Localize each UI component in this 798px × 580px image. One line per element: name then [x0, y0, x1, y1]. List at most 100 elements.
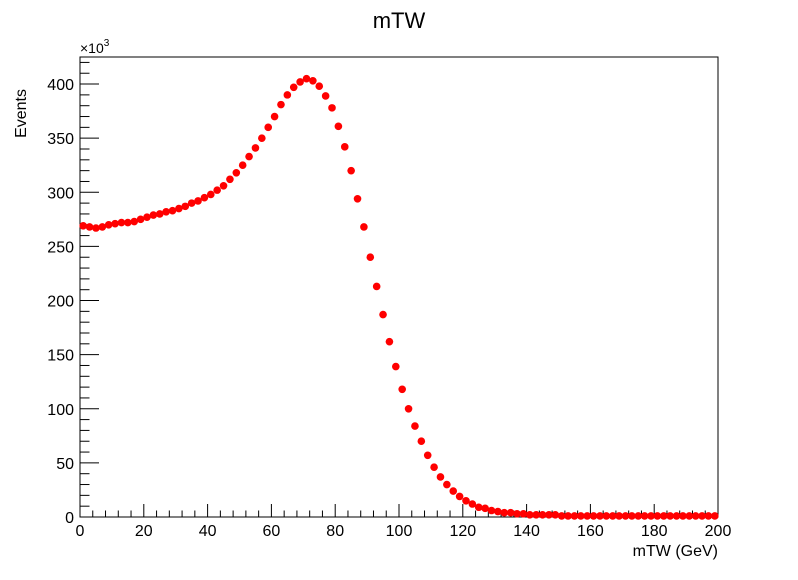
data-point [411, 422, 419, 430]
x-tick-label: 80 [326, 523, 344, 540]
data-point [589, 512, 598, 520]
data-point [136, 215, 145, 224]
x-tick-label: 20 [135, 523, 153, 540]
data-point [283, 91, 292, 99]
data-point [647, 512, 655, 520]
data-point [634, 512, 643, 520]
data-point [149, 211, 158, 219]
data-point [417, 437, 426, 446]
data-point [206, 190, 215, 199]
data-point [124, 218, 132, 227]
data-point [666, 512, 674, 520]
y-axis-multiplier-exponent: 3 [104, 38, 110, 49]
data-point [462, 496, 470, 505]
data-point [551, 511, 560, 519]
x-tick-label: 200 [705, 523, 732, 540]
data-point [200, 193, 209, 202]
data-point [264, 123, 273, 132]
data-point [143, 213, 151, 221]
data-point [538, 511, 547, 519]
data-point [277, 100, 285, 109]
data-point [328, 104, 336, 112]
data-point [162, 207, 170, 216]
data-point [85, 223, 94, 231]
x-axis-ticks: 0 20 40 60 80 100 120 140 160 180 200 [76, 504, 732, 540]
data-point [583, 512, 592, 520]
data-point [679, 512, 687, 520]
x-tick-label: 100 [386, 523, 413, 540]
data-point [691, 512, 700, 520]
data-point [532, 511, 540, 519]
y-tick-label: 300 [47, 185, 74, 202]
y-tick-label: 0 [65, 510, 74, 527]
data-point [436, 473, 445, 481]
data-point [628, 512, 636, 520]
data-point [321, 92, 330, 100]
data-point [392, 362, 400, 371]
data-point [92, 224, 100, 232]
y-tick-label: 200 [47, 294, 74, 311]
data-point [443, 480, 451, 489]
y-tick-label: 100 [47, 402, 74, 419]
y-tick-label: 250 [47, 239, 74, 256]
data-point [698, 512, 706, 520]
y-axis-multiplier: ×103 [80, 38, 110, 56]
data-point [640, 512, 649, 520]
data-point [302, 74, 311, 83]
data-point [659, 512, 668, 520]
data-point [111, 219, 119, 228]
data-point [175, 204, 183, 213]
data-point [372, 282, 381, 291]
data-point [602, 512, 611, 520]
data-point [130, 217, 139, 226]
data-point [258, 134, 266, 142]
data-point [334, 122, 343, 131]
data-point [621, 512, 630, 520]
data-point [704, 512, 713, 520]
y-tick-label: 400 [47, 77, 74, 94]
y-tick-label: 50 [56, 456, 74, 473]
data-point [430, 463, 438, 472]
data-point [117, 218, 126, 227]
data-point [685, 512, 694, 520]
data-point [404, 404, 413, 413]
data-point [360, 223, 368, 231]
data-point [79, 222, 87, 230]
data-point [226, 175, 234, 184]
y-tick-label: 350 [47, 131, 74, 148]
data-point [449, 487, 458, 495]
data-point [513, 509, 521, 518]
data-point [494, 507, 502, 516]
data-point [596, 512, 604, 520]
data-point [423, 451, 432, 460]
data-point [608, 512, 617, 520]
data-point [519, 509, 528, 518]
x-tick-label: 40 [199, 523, 217, 540]
data-point [615, 512, 623, 520]
data-point [398, 385, 406, 394]
x-tick-label: 160 [577, 523, 604, 540]
data-point [315, 82, 324, 91]
data-point [672, 512, 681, 520]
data-point [238, 161, 247, 170]
data-point [474, 503, 483, 512]
data-point [366, 253, 375, 262]
data-point [219, 182, 228, 190]
data-point [347, 166, 355, 175]
data-point [500, 508, 509, 517]
data-point [577, 512, 585, 520]
data-point [289, 83, 298, 92]
data-point [525, 511, 534, 519]
data-point [557, 512, 566, 520]
data-point [187, 199, 196, 207]
x-tick-label: 180 [641, 523, 668, 540]
data-point [653, 512, 662, 520]
data-point [545, 511, 553, 519]
x-tick-label: 140 [513, 523, 540, 540]
x-tick-label: 0 [76, 523, 85, 540]
y-tick-label: 150 [47, 348, 74, 365]
data-point [309, 77, 317, 85]
data-point [506, 508, 515, 517]
